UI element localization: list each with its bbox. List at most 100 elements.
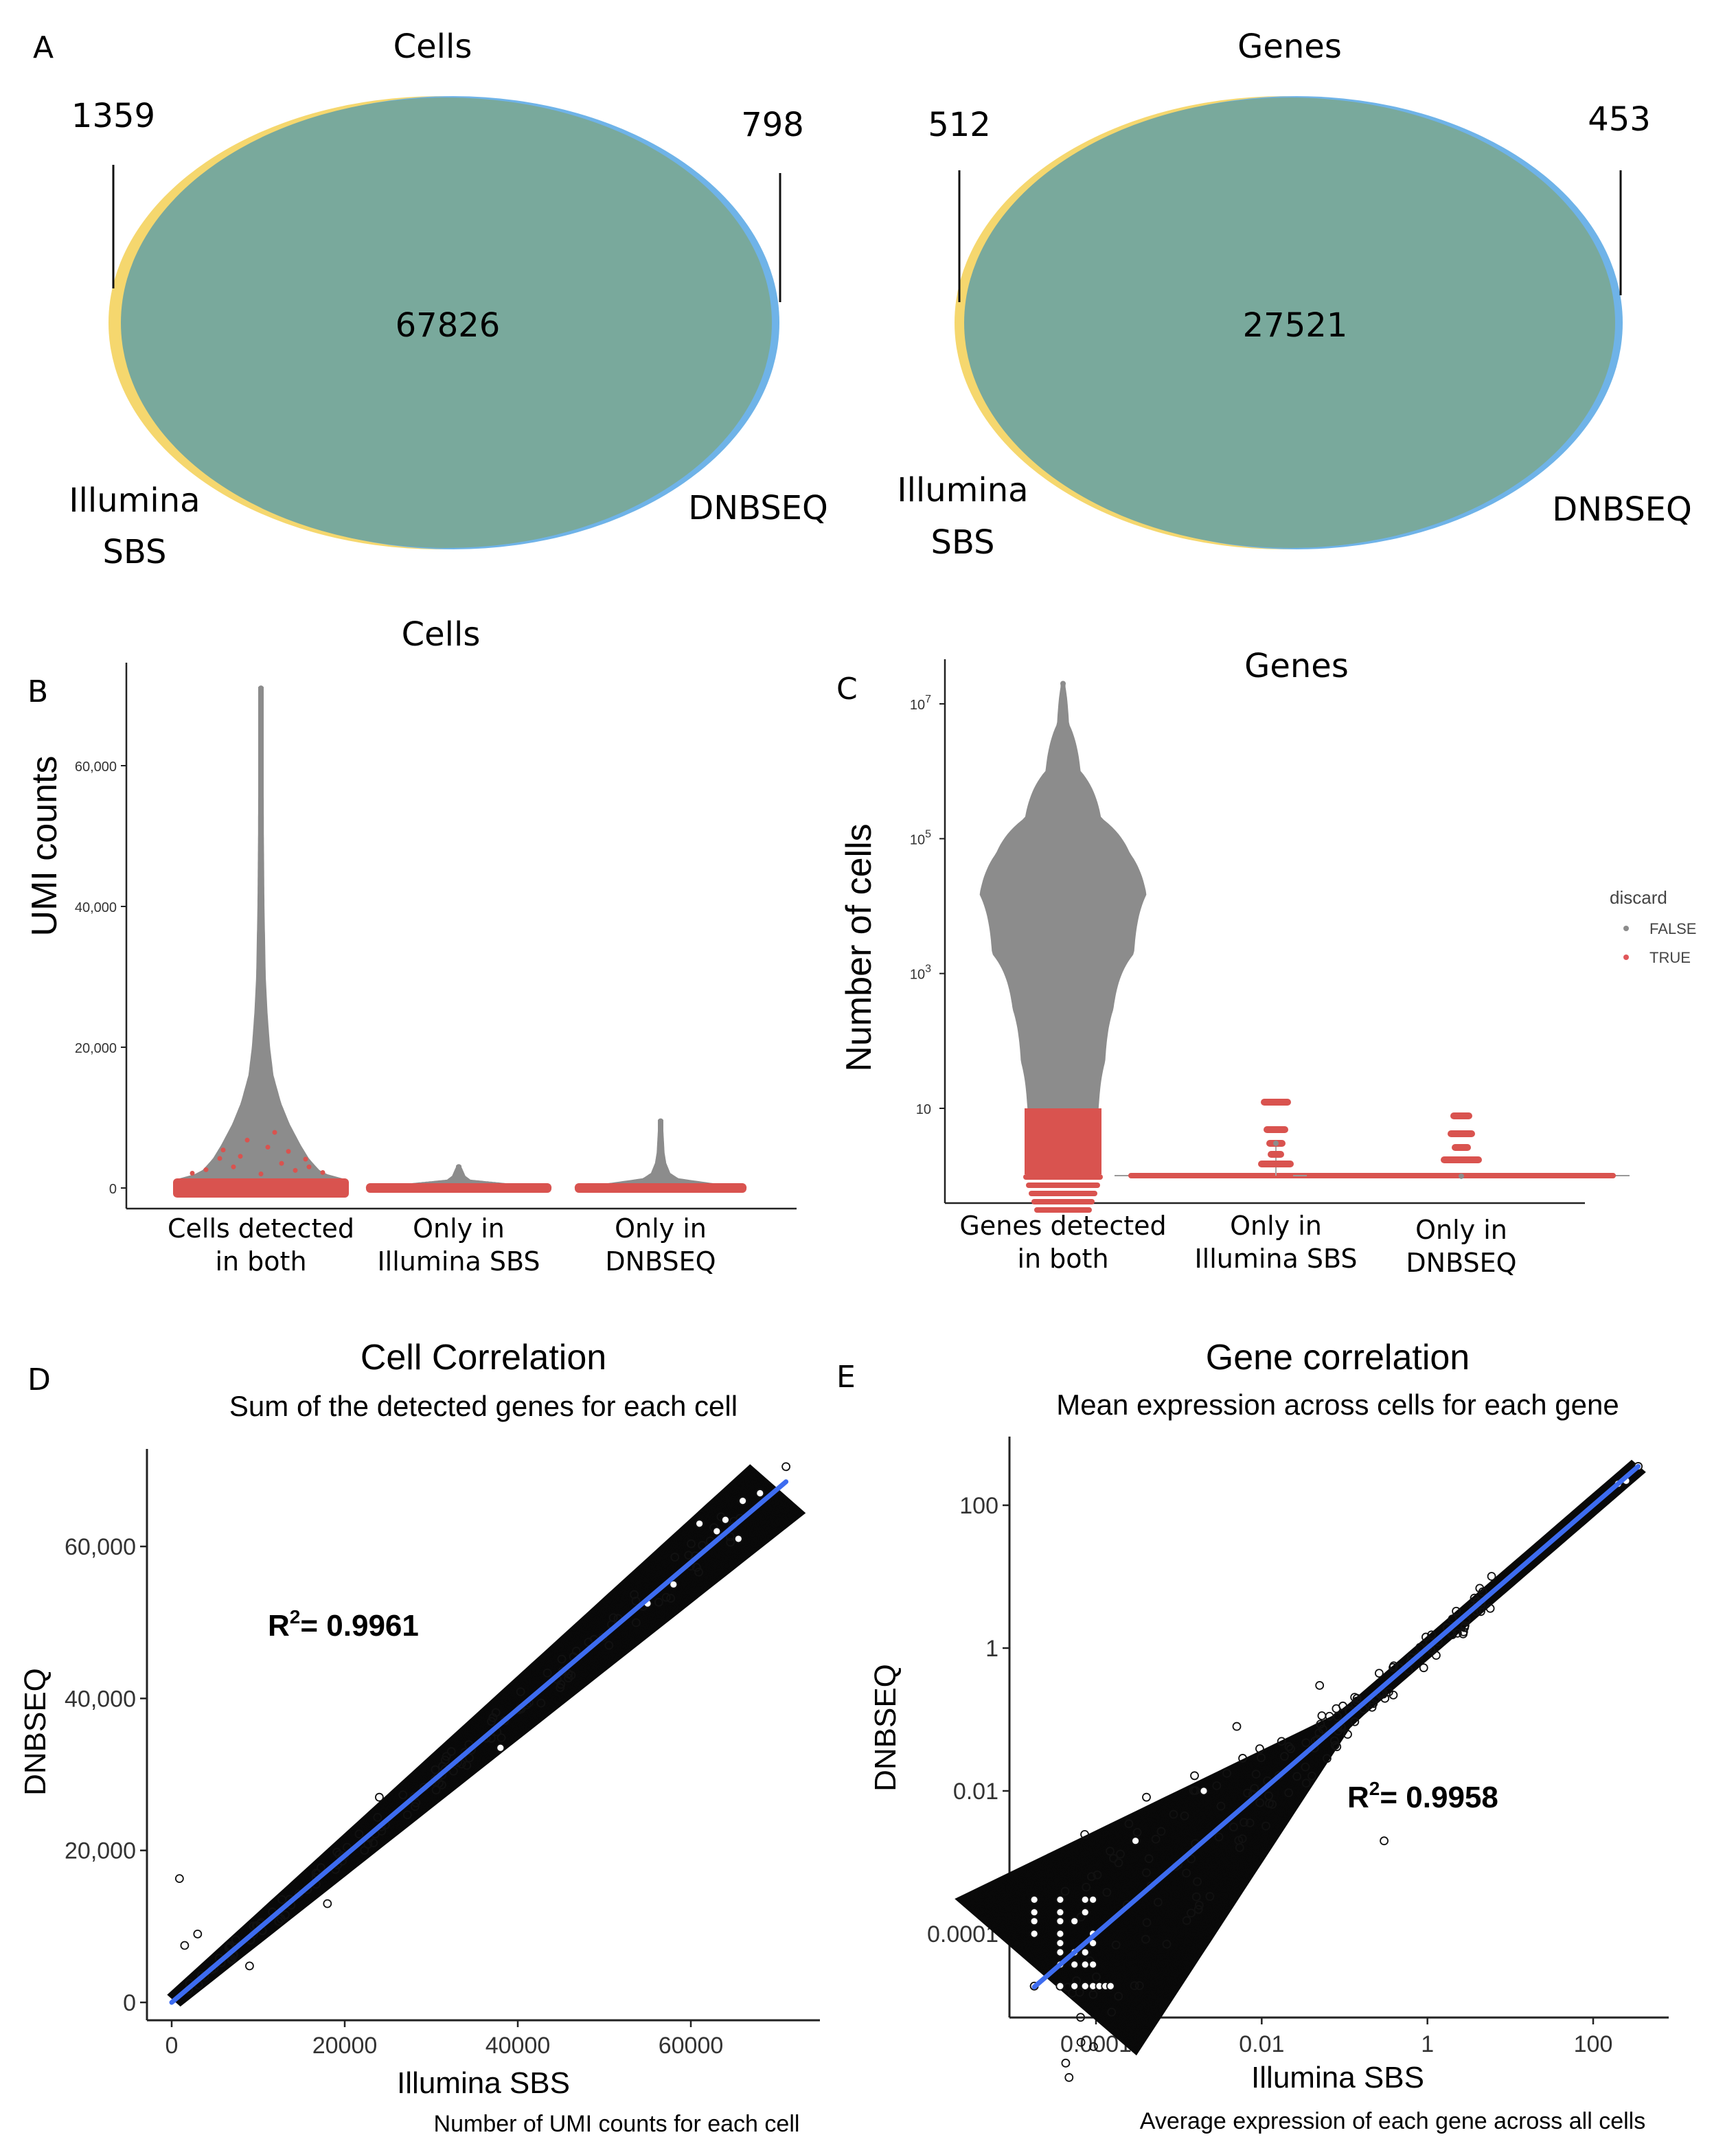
- panel-d-point: [630, 1590, 639, 1599]
- panel-e-point: [1187, 1908, 1196, 1918]
- panel-e-point: [1080, 1981, 1090, 1991]
- panel-e-point: [1222, 1768, 1231, 1778]
- panel-e-point: [1380, 1836, 1389, 1846]
- panel-e-point: [1301, 1779, 1311, 1788]
- panel-b-xlabel-2a: Only in: [413, 1213, 505, 1244]
- panel-e-point: [1315, 1680, 1325, 1690]
- panel-c-discard-layer: [1031, 1199, 1095, 1204]
- panel-b-ylabel: UMI counts: [25, 756, 65, 937]
- panel-c-ytick-label: 105: [910, 828, 931, 847]
- panel-b-discard-point: [258, 1172, 264, 1176]
- panel-e-ytick-label: 1: [985, 1636, 998, 1662]
- panel-c-xlabel-3a: Only in: [1415, 1215, 1507, 1245]
- panel-e-point: [1459, 1627, 1468, 1636]
- panel-c-discard-stack: [1450, 1112, 1472, 1119]
- panel-e-point: [1374, 1669, 1384, 1678]
- panel-d: D Cell Correlation Sum of the detected g…: [19, 1338, 820, 2137]
- panel-d-point: [193, 1929, 203, 1939]
- panel-d-point: [448, 1766, 458, 1776]
- panel-c-xlabel-1a: Genes detected: [959, 1211, 1166, 1241]
- panel-e-point: [1055, 1981, 1065, 1991]
- panel-e-point: [1070, 1981, 1080, 1991]
- panel-e-point: [1142, 1792, 1151, 1802]
- panel-e-point: [1088, 1989, 1098, 1999]
- panel-d-point: [687, 1539, 696, 1549]
- panel-c-discard-stack: [1264, 1126, 1288, 1133]
- panel-d-point: [564, 1673, 573, 1682]
- panel-e-point: [1421, 1632, 1430, 1642]
- panel-e-point: [1279, 1752, 1289, 1761]
- panel-e-point: [1478, 1587, 1487, 1597]
- panel-e-points: [955, 1459, 1646, 2082]
- panel-e-point: [1070, 1917, 1080, 1926]
- panel-b-discard-point: [203, 1167, 209, 1172]
- panel-e-point: [1142, 1868, 1151, 1877]
- panel-e-point: [1250, 1783, 1259, 1793]
- panel-e-point: [1093, 1870, 1102, 1880]
- venn-cells-right-label: DNBSEQ: [688, 489, 828, 527]
- panel-e-point: [1111, 1940, 1121, 1950]
- panel-e-point: [1307, 1771, 1316, 1781]
- panel-b-discard-point: [303, 1156, 308, 1162]
- panel-a: A Cells 1359 798 67826 Illumina SBS DNBS…: [33, 27, 1692, 571]
- panel-e-subtitle: Mean expression across cells for each ge…: [1056, 1389, 1619, 1421]
- panel-c-xlabel-2a: Only in: [1230, 1211, 1322, 1241]
- panel-c-violins: [979, 681, 1630, 1213]
- panel-d-point: [721, 1515, 730, 1524]
- panel-d-point: [274, 1917, 284, 1926]
- panel-d-point: [462, 1761, 472, 1770]
- panel-d-r2: R2= 0.9961: [268, 1606, 419, 1643]
- panel-d-ytick-label: 20,000: [65, 1838, 136, 1864]
- panel-d-point: [608, 1613, 618, 1623]
- panel-d-point: [567, 1671, 576, 1680]
- panel-e-point: [1182, 1869, 1191, 1878]
- panel-d-point: [354, 1829, 364, 1839]
- legend-true-label: TRUE: [1649, 949, 1691, 966]
- panel-e-point: [1389, 1661, 1399, 1671]
- legend-false-swatch: [1623, 926, 1629, 931]
- panel-d-point: [557, 1654, 567, 1664]
- panel-b-ytick-label: 0: [109, 1182, 117, 1197]
- panel-c-discard-block-1: [1025, 1108, 1101, 1174]
- panel-d-fit-line: [169, 1479, 789, 2005]
- panel-e-point: [1180, 1811, 1189, 1820]
- panel-d-point: [542, 1668, 552, 1678]
- legend-true-swatch: [1623, 955, 1629, 960]
- venn-genes-left-label-2: SBS: [930, 523, 994, 562]
- venn-genes-right-only: 453: [1588, 100, 1651, 139]
- panel-e-point: [1029, 1908, 1039, 1917]
- venn-genes-left-label-1: Illumina: [897, 471, 1028, 510]
- panel-b-discard-point: [272, 1130, 277, 1135]
- panel-e-point: [1216, 1801, 1226, 1811]
- panel-d-ytick-label: 60,000: [65, 1534, 136, 1560]
- panel-d-point: [225, 1941, 235, 1950]
- panel-b-discard-point: [265, 1145, 271, 1150]
- panel-b-discard-point: [190, 1170, 195, 1176]
- panel-e-point: [1151, 1834, 1161, 1844]
- panel-e-point: [1055, 1947, 1065, 1957]
- panel-d-title: Cell Correlation: [361, 1338, 606, 1378]
- panel-b-discard-point: [217, 1156, 222, 1161]
- panel-b-max-point-2: [456, 1164, 461, 1170]
- panel-e-point: [1243, 1788, 1252, 1798]
- panel-e-point: [1107, 2007, 1117, 2017]
- panel-e-point: [1190, 1771, 1199, 1781]
- panel-e-point: [1060, 1886, 1070, 1896]
- panel-d-point: [496, 1743, 505, 1752]
- panel-e-point: [1240, 1818, 1248, 1827]
- panel-d-point: [670, 1553, 680, 1562]
- panel-c-ytick-label: 10: [916, 1102, 931, 1117]
- panel-e-point: [1088, 1895, 1098, 1904]
- panel-d-point: [692, 1563, 701, 1572]
- panel-e-point: [1229, 1823, 1238, 1831]
- venn-cells-right-only: 798: [741, 106, 804, 144]
- panel-d-ylabel: DNBSEQ: [19, 1668, 52, 1796]
- panel-e-point: [1448, 1630, 1457, 1640]
- panel-e-point: [1055, 1895, 1065, 1904]
- panel-e-point: [1452, 1606, 1461, 1616]
- panel-e-point: [1265, 1798, 1274, 1808]
- panel-e-point: [1245, 1818, 1255, 1828]
- panel-d-point: [694, 1567, 703, 1577]
- panel-d-point: [604, 1641, 614, 1650]
- panel-b-max-point-3: [658, 1118, 663, 1124]
